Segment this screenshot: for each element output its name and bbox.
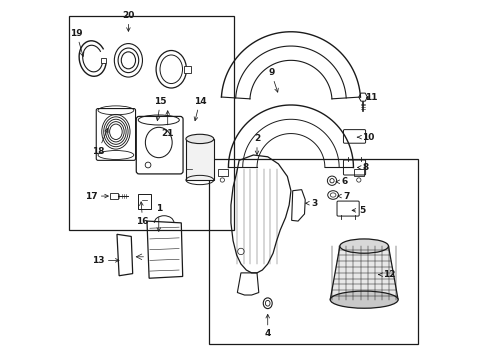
Ellipse shape	[329, 291, 397, 308]
Text: 17: 17	[84, 192, 108, 201]
Text: 8: 8	[357, 163, 368, 172]
Bar	[110, 193, 118, 199]
Text: 19: 19	[70, 29, 84, 57]
Bar	[186, 139, 214, 180]
Text: 12: 12	[378, 270, 395, 279]
Text: 18: 18	[92, 129, 108, 156]
Bar	[184, 66, 190, 73]
Text: 21: 21	[161, 111, 174, 138]
Bar	[101, 58, 106, 63]
Text: 6: 6	[335, 177, 347, 186]
Text: 9: 9	[267, 68, 278, 92]
Text: 14: 14	[193, 97, 206, 121]
Text: 2: 2	[253, 134, 260, 154]
Bar	[217, 169, 227, 176]
Text: 4: 4	[264, 314, 270, 338]
Bar	[138, 194, 151, 209]
Bar	[353, 169, 364, 176]
Polygon shape	[329, 246, 397, 300]
Bar	[69, 16, 233, 230]
Text: 13: 13	[92, 256, 119, 265]
Text: 16: 16	[136, 202, 149, 226]
Text: 20: 20	[122, 11, 134, 31]
Text: 11: 11	[365, 93, 377, 102]
Ellipse shape	[339, 239, 387, 253]
Ellipse shape	[185, 134, 213, 144]
Bar	[208, 158, 417, 344]
Text: 3: 3	[305, 199, 317, 208]
Text: 1: 1	[155, 204, 162, 231]
Text: 10: 10	[357, 132, 373, 141]
Text: 7: 7	[337, 192, 349, 201]
Text: 5: 5	[351, 206, 365, 215]
Text: 15: 15	[154, 97, 166, 121]
